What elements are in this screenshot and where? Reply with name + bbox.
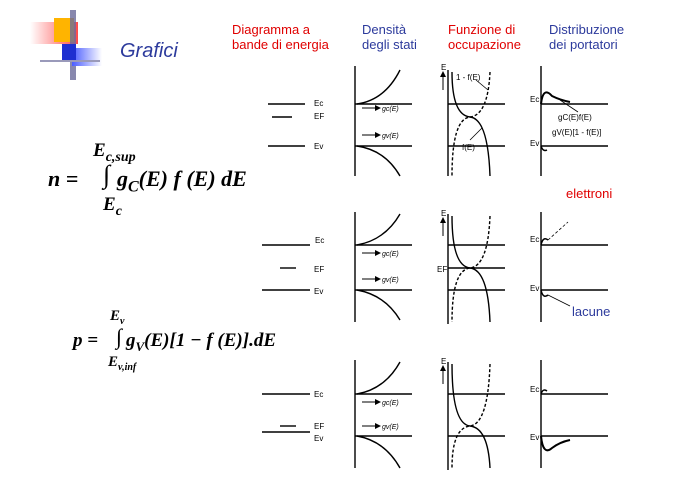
row-p-type-labels: Ec EF Ev gc(E) gv(E) E Ec Ev xyxy=(314,357,539,443)
svg-text:Ev: Ev xyxy=(530,284,539,293)
label-electrons: elettroni xyxy=(566,186,613,201)
svg-text:1 - f(E): 1 - f(E) xyxy=(456,73,481,82)
svg-text:E: E xyxy=(441,357,446,366)
svg-text:gC(E)f(E): gC(E)f(E) xyxy=(558,113,592,122)
svg-text:EF: EF xyxy=(437,265,447,274)
svg-text:Ev: Ev xyxy=(530,139,539,148)
svg-text:Ec: Ec xyxy=(315,236,324,245)
header-density: Densità degli stati xyxy=(362,22,417,52)
logo-decoration xyxy=(0,0,110,90)
svg-text:Ec: Ec xyxy=(314,99,323,108)
formula-n-upper: Ec,sup xyxy=(93,140,136,165)
header-occupation: Funzione di occupazione xyxy=(448,22,521,52)
header-band-diagram: Diagramma a bande di energia xyxy=(232,22,329,52)
svg-text:E: E xyxy=(441,209,446,218)
integral-sign: ∫ xyxy=(116,324,123,349)
svg-text:gV(E)[1 - f(E)]: gV(E)[1 - f(E)] xyxy=(552,128,601,137)
integral-sign: ∫ xyxy=(103,160,111,189)
svg-text:Ec: Ec xyxy=(530,95,539,104)
header-distribution: Distribuzione dei portatori xyxy=(549,22,625,52)
formula-p-lower: Ev,inf xyxy=(108,354,137,373)
svg-text:gc(E): gc(E) xyxy=(382,400,399,407)
label-holes: lacune xyxy=(572,304,611,319)
svg-text:Ev: Ev xyxy=(314,287,323,296)
svg-text:gc(E): gc(E) xyxy=(382,251,399,258)
row-intrinsic-labels: Ec EF Ev gc(E) gv(E) E EF Ec Ev xyxy=(314,209,539,296)
svg-text:Ec: Ec xyxy=(530,235,539,244)
formula-n-lhs: n = xyxy=(48,166,79,191)
svg-text:Ec: Ec xyxy=(530,385,539,394)
slide-title: Grafici xyxy=(120,40,178,62)
formula-n-integrand: gC(E) f (E) dE xyxy=(117,166,247,196)
formula-p-integrand: gV(E)[1 − f (E)].dE xyxy=(126,330,276,354)
svg-text:gv(E): gv(E) xyxy=(382,424,399,431)
svg-text:Ev: Ev xyxy=(314,434,323,443)
svg-text:Ec: Ec xyxy=(314,390,323,399)
svg-text:gc(E): gc(E) xyxy=(382,106,399,113)
svg-text:f(E): f(E) xyxy=(462,143,475,152)
svg-text:EF: EF xyxy=(314,265,324,274)
row-p-type xyxy=(262,360,608,470)
svg-text:E: E xyxy=(441,63,446,72)
formula-p: p = Ev ∫ gV(E)[1 − f (E)].dE Ev,inf xyxy=(70,308,320,388)
svg-text:gv(E): gv(E) xyxy=(382,133,399,140)
svg-text:gv(E): gv(E) xyxy=(382,277,399,284)
row-n-type xyxy=(268,66,608,177)
row-intrinsic xyxy=(262,212,608,324)
formula-n: n = Ec,sup ∫ gC(E) f (E) dE Ec xyxy=(45,140,285,220)
formula-n-lower: Ec xyxy=(103,194,122,219)
formula-p-lhs: p = xyxy=(73,330,99,351)
svg-text:EF: EF xyxy=(314,422,324,431)
svg-text:Ev: Ev xyxy=(530,433,539,442)
row-n-type-labels: Ec EF Ev gc(E) gv(E) E 1 - f(E) f(E) Ec … xyxy=(314,63,601,152)
svg-text:Ev: Ev xyxy=(314,142,323,151)
svg-text:EF: EF xyxy=(314,112,324,121)
formula-p-upper: Ev xyxy=(110,308,125,327)
